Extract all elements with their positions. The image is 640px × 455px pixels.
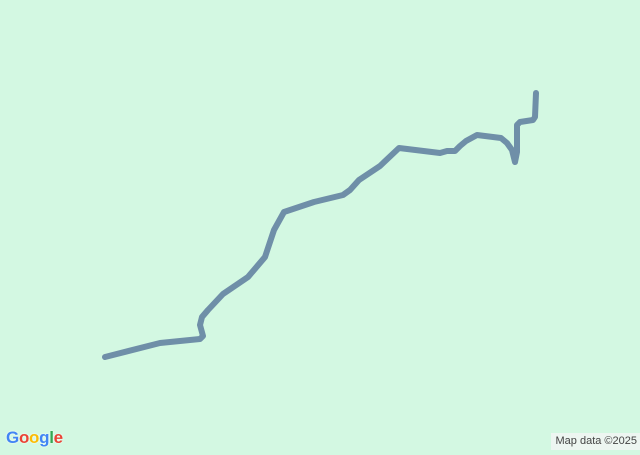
logo-letter: o (19, 428, 29, 447)
map-attribution[interactable]: Map data ©2025 (551, 433, 640, 450)
logo-letter: e (54, 428, 63, 447)
logo-letter: G (6, 428, 19, 447)
logo-letter: g (39, 428, 49, 447)
google-logo[interactable]: Google (6, 428, 63, 448)
logo-letter: o (29, 428, 39, 447)
route-polyline (105, 93, 536, 357)
